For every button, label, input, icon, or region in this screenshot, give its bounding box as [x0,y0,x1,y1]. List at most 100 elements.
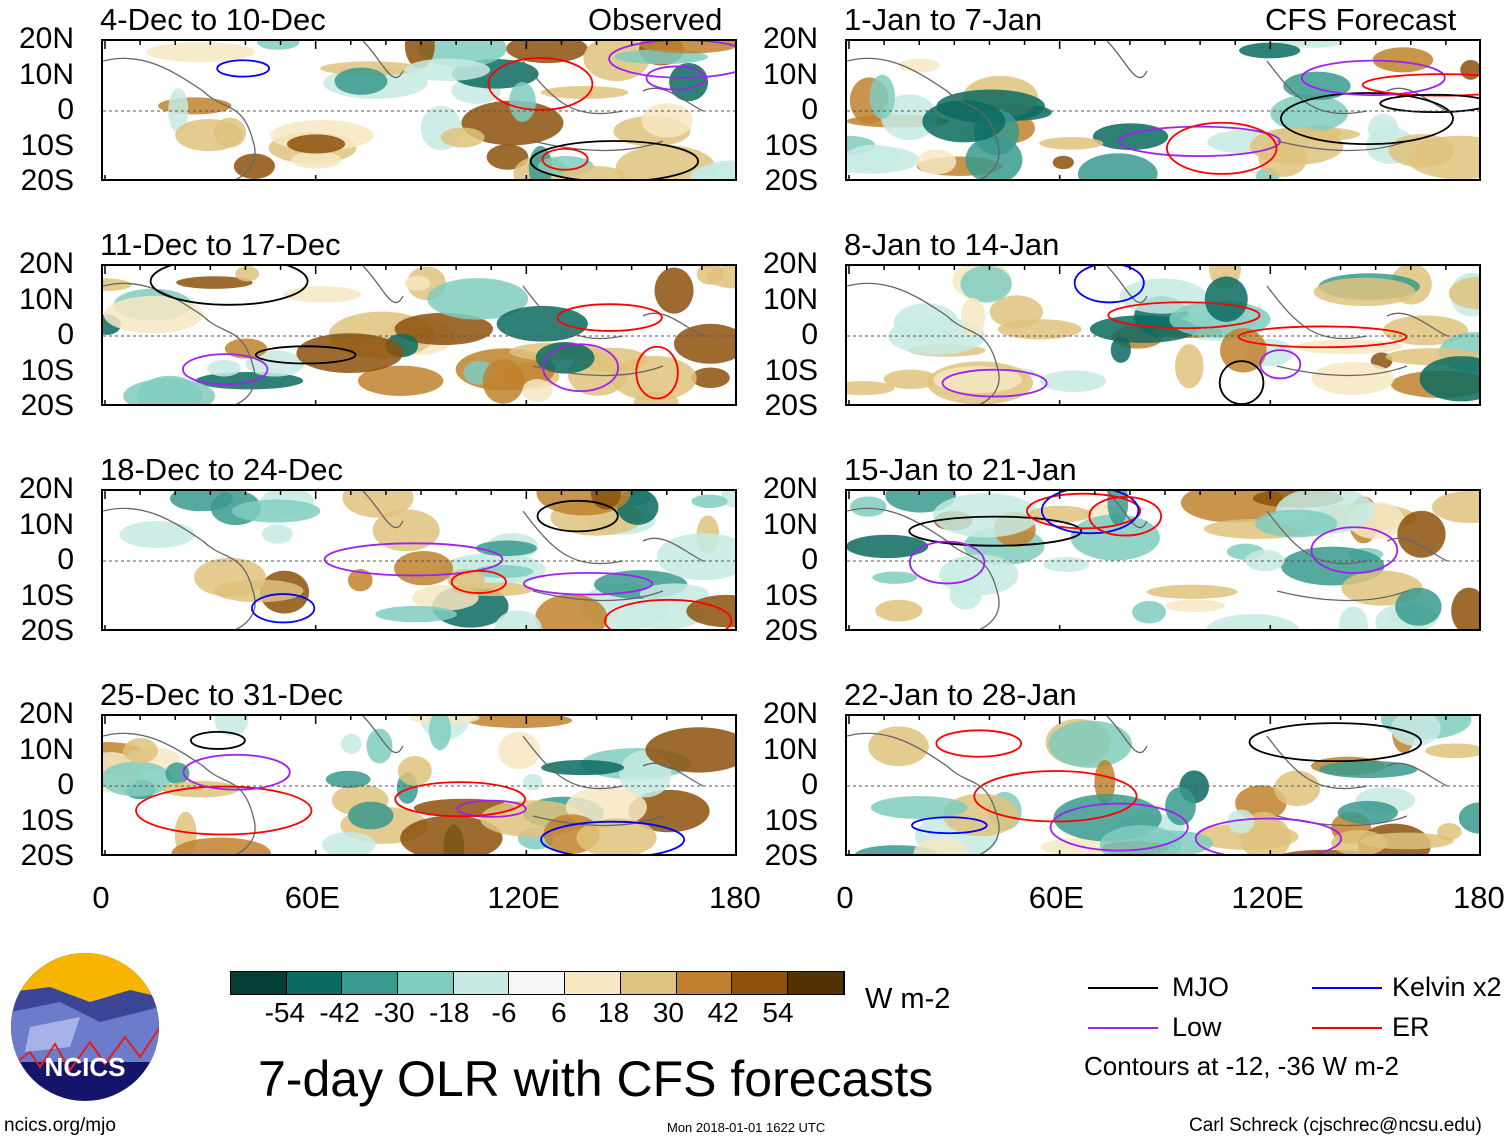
olr-anomaly-blob [1451,587,1479,629]
lon-label: 0 [92,880,110,915]
olr-anomaly-blob [357,365,444,396]
olr-anomaly-blob [645,727,735,773]
olr-anomaly-blob [1337,800,1398,825]
olr-anomaly-blob [847,381,895,396]
olr-anomaly-blob [522,379,553,403]
colorbar-tick-label: -42 [319,997,360,1028]
footer-url[interactable]: ncics.org/mjo [4,1115,116,1136]
olr-anomaly-blob [1078,153,1158,179]
lat-label: 20S [764,389,818,422]
colorbar-swatch [620,972,677,994]
lat-label: 10N [762,732,818,766]
olr-anomaly-blob [1239,42,1301,59]
wave-contour [323,542,504,577]
lat-label: 20S [764,614,818,647]
colorbar-tick-label: -18 [428,997,470,1028]
olr-anomaly-blob [375,605,457,623]
olr-anomaly-blob [638,41,735,54]
olr-anomaly-blob [1110,336,1131,363]
olr-anomaly-blob [898,58,941,73]
legend-mjo-label: MJO [1172,972,1229,1002]
colorbar-tick-label: -54 [264,997,306,1028]
olr-anomaly-blob [494,610,543,629]
forecast-map-panel-2 [845,264,1481,406]
olr-anomaly-blob [611,355,697,401]
olr-anomaly-blob [340,733,362,754]
lat-label: 10N [18,732,74,766]
olr-anomaly-blob [628,789,710,833]
colorbar [230,971,845,995]
lat-label: 20N [18,472,74,505]
lat-label: 10N [18,57,74,91]
olr-anomaly-blob [372,509,440,552]
wave-contour [149,266,309,306]
olr-anomaly-blob [1028,505,1092,523]
lat-label: 0 [801,543,818,576]
olr-anomaly-blob [475,540,537,557]
lat-label: 10N [762,57,818,91]
colorbar-swatch [787,972,844,994]
lat-label: 10N [762,507,818,541]
olr-anomaly-blob [440,127,485,148]
olr-anomaly-blob [1227,809,1255,834]
olr-anomaly-blob [1382,315,1468,346]
olr-anomaly-blob [1039,370,1107,393]
olr-anomaly-blob [176,276,253,289]
wave-contour [608,41,735,79]
wave-contour [540,820,686,854]
wave-contour [522,571,654,596]
olr-anomaly-blob [1319,760,1418,779]
olr-anomaly-blob [1245,549,1285,572]
olr-anomaly-blob [639,583,710,605]
olr-anomaly-blob [913,837,969,854]
lat-label: 0 [57,768,74,801]
olr-anomaly-blob [1311,361,1395,396]
wave-contour [1218,360,1265,404]
wave-contour [1026,492,1142,530]
contours-note: Contours at -12, -36 W m-2 [1084,1051,1399,1081]
olr-anomaly-blob [932,493,1039,538]
olr-anomaly-blob [691,494,728,509]
olr-anomaly-blob [965,136,1023,179]
olr-anomaly-blob [870,796,968,819]
olr-anomaly-blob [1146,584,1238,599]
wave-contour [1310,526,1399,574]
olr-anomaly-blob [1052,155,1074,170]
colorbar-tick-label: 54 [762,997,794,1028]
wave-contour [216,59,270,78]
olr-anomaly-blob [669,62,709,102]
wave-contour [935,729,1023,758]
panel-title: 15-Jan to 21-Jan [844,452,1077,487]
lat-label: 10S [764,578,818,612]
lat-label: 0 [57,318,74,351]
colorbar-tick-label: 42 [707,997,739,1028]
wave-contour [911,816,988,835]
colorbar-swatch [453,972,510,994]
olr-anomaly-blob [137,375,203,404]
olr-anomaly-blob [1220,328,1267,373]
olr-anomaly-blob [347,801,394,830]
lat-label: 10S [20,803,74,837]
olr-anomaly-blob [261,524,293,544]
wave-contour [1300,59,1446,96]
olr-anomaly-blob [1331,830,1387,854]
olr-anomaly-blob [888,317,986,356]
coastline [847,41,1448,179]
wave-contour [254,345,357,365]
wave-contour [1040,491,1140,535]
olr-anomaly-blob [509,82,536,122]
panel-title: 8-Jan to 14-Jan [844,227,1060,262]
legend-low-label: Low [1172,1012,1222,1042]
olr-anomaly-blob [1048,720,1133,768]
olr-anomaly-blob [868,726,929,767]
panel-title: 4-Dec to 10-Dec [100,2,326,37]
wave-contour [487,57,594,111]
olr-anomaly-blob [103,761,172,797]
wave-contour [456,799,527,818]
footer-timestamp: Mon 2018-01-01 1622 UTC [667,1120,826,1135]
coastline [103,716,704,854]
olr-anomaly-blob [1425,743,1479,759]
wave-contour [908,540,986,585]
lon-label: 180 [709,880,761,915]
colorbar-tick-label: -6 [491,997,517,1028]
